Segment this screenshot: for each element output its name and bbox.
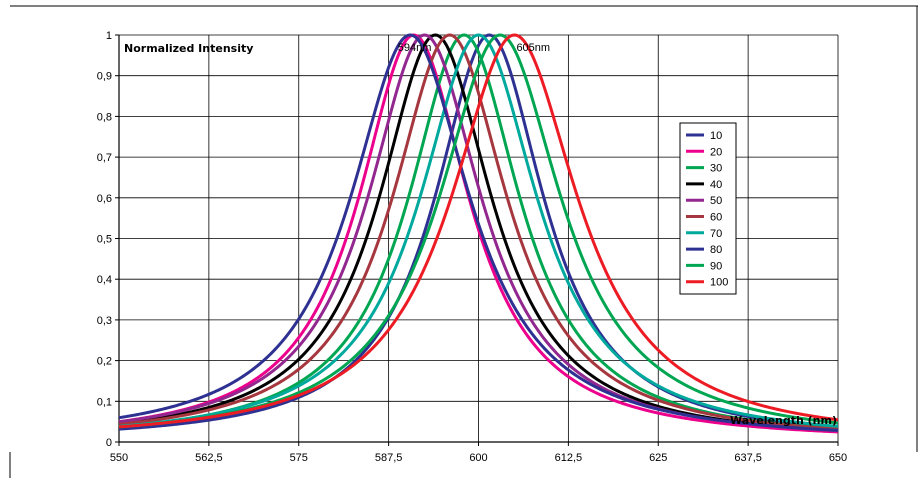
axes: 0 0,1 0,2 0,3 0,4 0,5 0,6 0,7 0,8 0,9 1 550 562,5 575… xyxy=(97,30,847,464)
y-tick-label: 0 xyxy=(106,437,112,449)
legend-label-20: 20 xyxy=(710,146,722,158)
x-tick-label: 650 xyxy=(829,452,847,464)
legend-label-100: 100 xyxy=(710,277,728,289)
y-tick-label: 0,6 xyxy=(97,193,112,205)
x-tick-label: 550 xyxy=(110,452,128,464)
legend-box xyxy=(679,122,737,295)
legend-label-30: 30 xyxy=(710,163,722,175)
series-10-line xyxy=(118,33,839,431)
y-tick-label: 0,4 xyxy=(97,274,112,286)
x-tick-label: 625 xyxy=(649,452,667,464)
series-20-line xyxy=(118,33,839,434)
legend-label-70: 70 xyxy=(710,228,722,240)
x-tick-label: 637,5 xyxy=(734,452,762,464)
y-axis-label: Normalized Intensity xyxy=(124,42,253,55)
x-tick-label: 612,5 xyxy=(555,452,583,464)
peak-annotation: 594nm xyxy=(398,42,432,54)
legend: 10 20 30 40 50 60 70 80 90 100 xyxy=(679,122,737,295)
series-70-line xyxy=(118,33,839,428)
x-tick-label: 587,5 xyxy=(375,452,403,464)
series-60-line xyxy=(118,33,839,431)
y-tick-label: 0,8 xyxy=(97,111,112,123)
series-80-line xyxy=(118,33,839,432)
legend-label-90: 90 xyxy=(710,260,722,272)
legend-label-80: 80 xyxy=(710,244,722,256)
y-tick-label: 0,7 xyxy=(97,152,112,164)
y-tick-label: 0,9 xyxy=(97,71,112,83)
y-tick-label: 0,1 xyxy=(97,396,112,408)
legend-label-40: 40 xyxy=(710,179,722,191)
labels: Normalized Intensity Wavelength (nm) xyxy=(124,42,837,427)
y-tick-label: 1 xyxy=(106,30,112,42)
y-tick-label: 0,2 xyxy=(97,356,112,368)
x-tick-label: 600 xyxy=(469,452,487,464)
legend-label-10: 10 xyxy=(710,130,722,142)
x-axis-label: Wavelength (nm) xyxy=(730,414,837,427)
y-tick-label: 0,3 xyxy=(97,315,112,327)
peak-annotation: 605nm xyxy=(516,42,550,54)
legend-label-50: 50 xyxy=(710,195,722,207)
y-tick-label: 0,5 xyxy=(97,234,112,246)
annotations: 594nm 605nm xyxy=(398,42,550,54)
curves xyxy=(118,33,839,434)
x-tick-label: 562,5 xyxy=(195,452,223,464)
legend-label-60: 60 xyxy=(710,212,722,224)
series-100-line xyxy=(118,33,839,429)
x-tick-label: 575 xyxy=(290,452,308,464)
